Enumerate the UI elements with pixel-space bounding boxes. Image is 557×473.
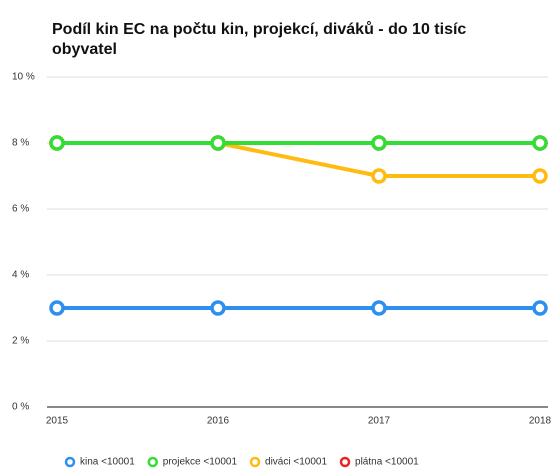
point	[49, 300, 65, 316]
y-tick-label: 6 %	[12, 204, 29, 215]
point	[371, 168, 387, 184]
legend-marker	[147, 456, 159, 468]
point	[49, 135, 65, 151]
chart-title: Podíl kin EC na počtu kin, projekcí, div…	[52, 21, 467, 58]
point	[210, 135, 226, 151]
series-line	[57, 141, 540, 178]
y-tick-label: 2 %	[12, 336, 29, 347]
point	[371, 135, 387, 151]
legend-label: diváci <10001	[265, 457, 327, 468]
y-tick-label: 8 %	[12, 138, 29, 149]
legend-label: projekce <10001	[163, 457, 238, 468]
legend-marker	[64, 456, 76, 468]
y-tick-label: 4 %	[12, 270, 29, 281]
legend-marker	[249, 456, 261, 468]
legend-label: plátna <10001	[355, 457, 419, 468]
x-tick-label: 2016	[207, 416, 230, 427]
point	[532, 300, 548, 316]
point	[532, 135, 548, 151]
y-tick-label: 10 %	[12, 72, 35, 83]
y-tick-label: 0 %	[12, 402, 29, 413]
legend-marker	[339, 456, 351, 468]
point	[371, 300, 387, 316]
legend-label: kina <10001	[80, 457, 135, 468]
x-tick-label: 2015	[46, 416, 69, 427]
point	[210, 300, 226, 316]
point	[532, 168, 548, 184]
x-tick-label: 2018	[529, 416, 552, 427]
x-tick-label: 2017	[368, 416, 391, 427]
